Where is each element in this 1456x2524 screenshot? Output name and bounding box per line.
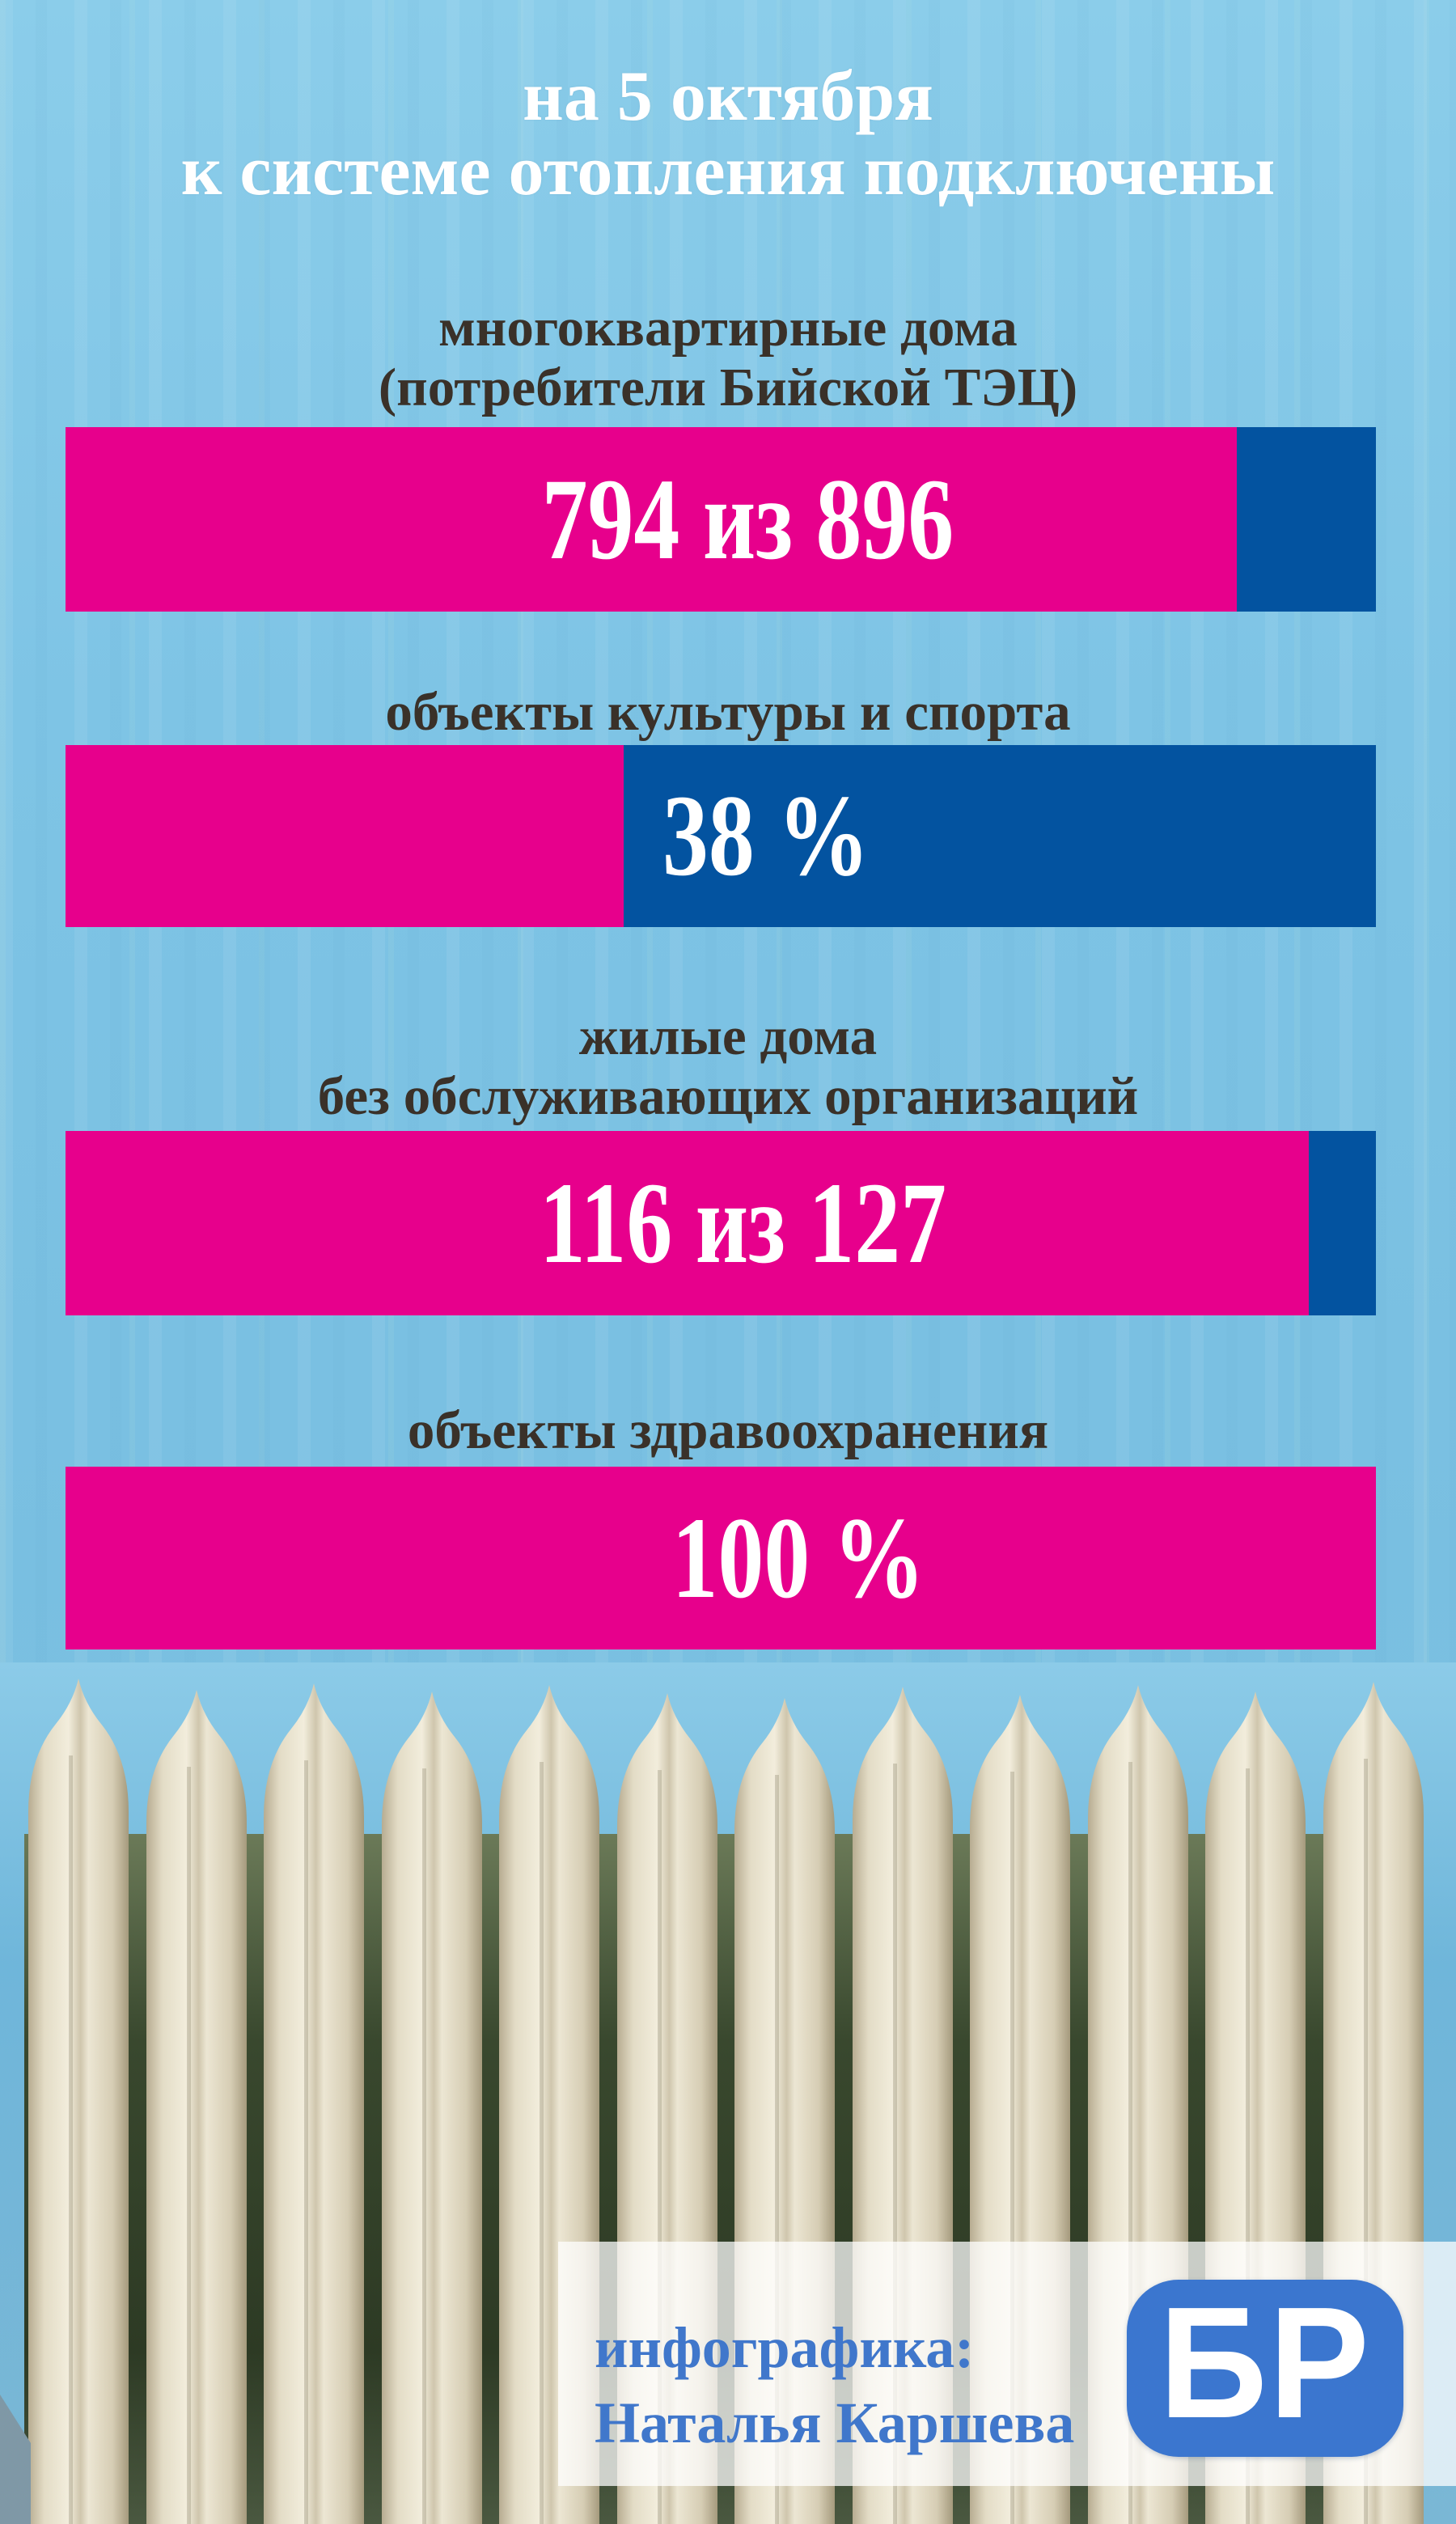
title-line-1: на 5 октября (523, 57, 933, 136)
bar-fill-connected (66, 427, 1238, 612)
credit-line-2: Наталья Каршева (595, 2391, 1075, 2455)
bar-fill-connected (66, 1467, 1376, 1649)
label-line: (потребители Бийской ТЭЦ) (378, 358, 1078, 417)
bar-value: 38 % (662, 772, 870, 900)
label-line: объекты здравоохранения (407, 1400, 1049, 1460)
label-line: объекты культуры и спорта (385, 682, 1071, 742)
label-line: многоквартирные дома (438, 298, 1018, 358)
bar-fill-connected (66, 1131, 1310, 1315)
bar-value: 116 из 127 (539, 1158, 946, 1288)
page-title: на 5 октября к системе отопления подключ… (0, 60, 1456, 209)
bar-healthcare: 100 % (66, 1467, 1376, 1649)
section-label-residential: жилые дома без обслуживающих организаций (0, 1006, 1456, 1126)
credit-text: инфографика: Наталья Каршева (595, 2310, 1161, 2461)
br-logo: БР (1127, 2280, 1403, 2457)
bar-value: 100 % (671, 1493, 925, 1623)
label-line: без обслуживающих организаций (317, 1066, 1139, 1126)
label-line: жилые дома (578, 1006, 878, 1066)
bar-fill-connected (66, 745, 624, 927)
bar-culture-sport: 38 % (66, 745, 1376, 927)
bar-value: 794 из 896 (541, 455, 954, 584)
section-label-culture-sport: объекты культуры и спорта (0, 682, 1456, 742)
section-label-healthcare: объекты здравоохранения (0, 1400, 1456, 1460)
section-label-apartments: многоквартирные дома (потребители Бийско… (0, 298, 1456, 417)
bar-residential: 116 из 127 (66, 1131, 1376, 1315)
br-logo-text: БР (1159, 2273, 1371, 2451)
floor-corner (0, 2395, 31, 2524)
bar-apartments: 794 из 896 (66, 427, 1376, 612)
credit-line-1: инфографика: (595, 2315, 975, 2380)
title-line-2: к системе отопления подключены (180, 132, 1276, 210)
